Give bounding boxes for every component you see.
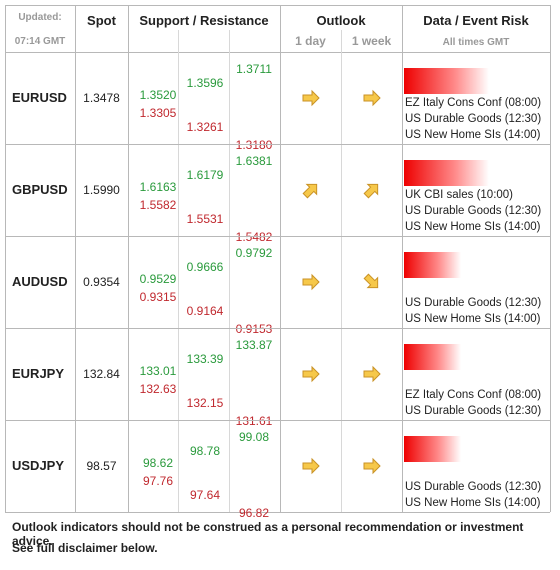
outlook-arrow (301, 273, 321, 296)
resistance: 1.6179 (186, 168, 224, 182)
event-header: Data / Event Risk (423, 13, 529, 28)
spot: 1.3478 (83, 91, 120, 105)
event: US New Home SIs (14:00) (405, 221, 541, 233)
resistance: 133.01 (139, 364, 177, 378)
event: US Durable Goods (12:30) (405, 297, 542, 309)
outlook-arrow (362, 273, 382, 296)
support: 0.9153 (235, 322, 273, 336)
event: US Durable Goods (12:30) (405, 205, 542, 217)
outlook-arrow (301, 89, 321, 112)
updated-time: 07:14 GMT (14, 36, 66, 47)
border (128, 5, 129, 512)
outlook-arrow (362, 365, 382, 388)
event: US Durable Goods (12:30) (405, 113, 542, 125)
outlook-arrow (362, 181, 382, 204)
pair: EURJPY (12, 366, 65, 381)
resistance: 1.6163 (139, 180, 177, 194)
divider (229, 30, 230, 52)
outlook-arrow (362, 89, 382, 112)
resistance: 0.9666 (186, 260, 224, 274)
row-border (5, 236, 550, 237)
footer-note: Outlook indicators should not be constru… (12, 520, 524, 548)
event: EZ Italy Cons Conf (08:00) (405, 97, 542, 109)
resistance: 1.6381 (235, 154, 273, 168)
support: 132.15 (186, 396, 224, 410)
border (5, 512, 550, 513)
support: 1.5482 (235, 230, 273, 244)
row-border (5, 328, 550, 329)
event: US New Home SIs (14:00) (405, 129, 541, 141)
support: 1.5531 (186, 212, 224, 226)
pair: AUDUSD (12, 274, 68, 289)
resistance: 99.08 (238, 430, 270, 444)
resistance: 0.9792 (235, 246, 273, 260)
event-risk-bar (404, 68, 489, 94)
spot-header: Spot (87, 13, 116, 28)
support: 97.76 (142, 474, 174, 488)
border (402, 5, 403, 512)
outlook-arrow (301, 457, 321, 480)
event: UK CBI sales (10:00) (405, 189, 514, 201)
border (280, 5, 281, 512)
support: 0.9164 (186, 304, 224, 318)
event-risk-bar (404, 252, 461, 278)
support: 96.82 (238, 506, 270, 520)
support: 131.61 (235, 414, 273, 428)
border (75, 5, 76, 512)
divider (341, 30, 342, 52)
border (550, 5, 551, 512)
resistance: 133.39 (186, 352, 224, 366)
outlook-day: 1 day (295, 34, 326, 48)
pair: GBPUSD (12, 182, 68, 197)
support: 132.63 (139, 382, 177, 396)
event: EZ Italy Cons Conf (08:00) (405, 389, 542, 401)
divider (178, 30, 179, 52)
resistance: 133.87 (235, 338, 273, 352)
event-risk-bar (404, 344, 461, 370)
support: 1.3261 (186, 120, 224, 134)
divider (229, 52, 230, 512)
event: US Durable Goods (12:30) (405, 405, 542, 417)
event-risk-bar (404, 436, 461, 462)
border (5, 5, 550, 6)
resistance: 1.3596 (186, 76, 224, 90)
resistance: 98.78 (189, 444, 221, 458)
event: US Durable Goods (12:30) (405, 481, 542, 493)
spot: 1.5990 (83, 183, 120, 197)
outlook-header: Outlook (316, 13, 366, 28)
row-border (5, 420, 550, 421)
resistance: 1.3711 (236, 62, 272, 76)
divider (178, 52, 179, 512)
spot: 98.57 (86, 459, 117, 473)
border (5, 52, 550, 53)
divider (341, 52, 342, 512)
updated-label: Updated: (18, 12, 62, 23)
outlook-arrow (301, 365, 321, 388)
outlook-week: 1 week (351, 34, 392, 48)
support: 1.3305 (139, 106, 177, 120)
resistance: 98.62 (142, 456, 174, 470)
outlook-arrow (301, 181, 321, 204)
row-border (5, 144, 550, 145)
resistance: 1.3520 (139, 88, 177, 102)
support: 1.5582 (139, 198, 177, 212)
times-note: All times GMT (442, 37, 510, 48)
pair: EURUSD (12, 90, 67, 105)
outlook-arrow (362, 457, 382, 480)
resistance: 0.9529 (139, 272, 177, 286)
event-risk-bar (404, 160, 489, 186)
support: 1.3180 (235, 138, 273, 152)
pair: USDJPY (12, 458, 65, 473)
sr-header: Support / Resistance (139, 13, 269, 28)
support: 97.64 (189, 488, 221, 502)
spot: 0.9354 (83, 275, 120, 289)
event: US New Home SIs (14:00) (405, 313, 541, 325)
footer-note: See full disclaimer below. (12, 541, 158, 555)
border (5, 5, 6, 512)
spot: 132.84 (83, 367, 120, 381)
event: US New Home SIs (14:00) (405, 497, 541, 509)
support: 0.9315 (139, 290, 177, 304)
